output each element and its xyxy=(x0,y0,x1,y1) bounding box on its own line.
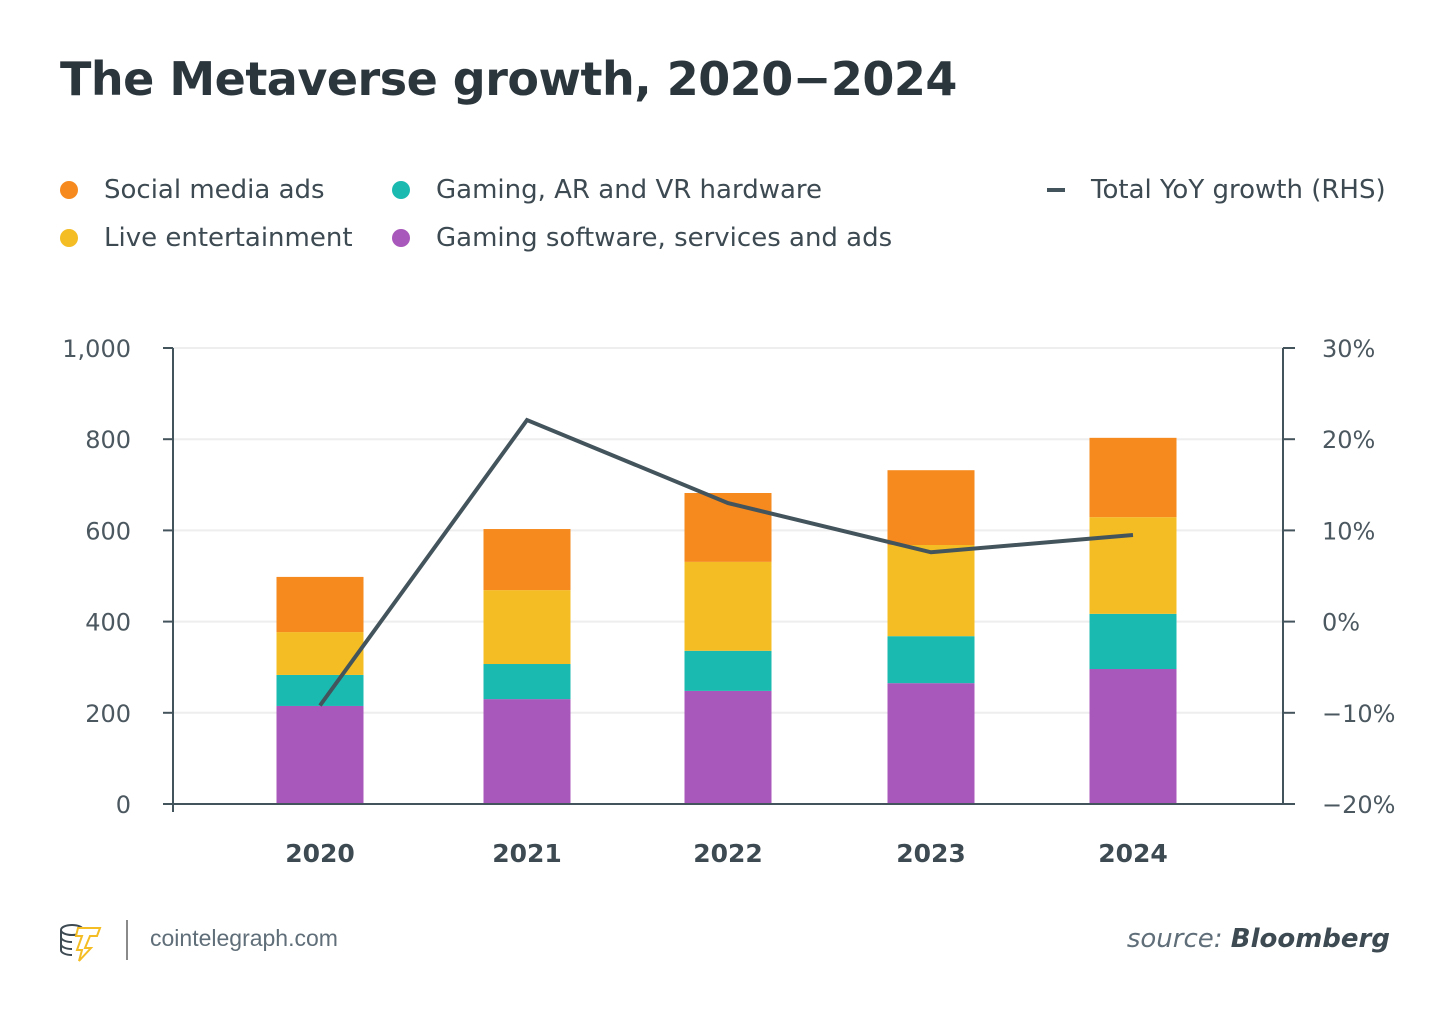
bar-segment xyxy=(483,699,571,804)
legend-yoy-growth: Total YoY growth (RHS) xyxy=(1047,175,1386,205)
y-tick-label: 800 xyxy=(85,426,131,454)
legend-dot-icon xyxy=(60,229,78,247)
footer-divider xyxy=(126,920,128,960)
legend-live-entertainment: Live entertainment xyxy=(60,223,353,253)
bar-segment xyxy=(276,705,364,804)
x-tick-label: 2022 xyxy=(693,839,763,868)
x-tick-label: 2023 xyxy=(896,839,966,868)
y-tick-label: 600 xyxy=(85,517,131,545)
bar-segment xyxy=(276,576,364,633)
legend-label: Gaming, AR and VR hardware xyxy=(436,175,823,205)
bar-segment xyxy=(887,636,975,684)
y-tick-label: 400 xyxy=(85,609,131,637)
y-tick-label: 200 xyxy=(85,700,131,728)
legend-dot-icon xyxy=(392,181,410,199)
y2-tick-label: −10% xyxy=(1322,700,1395,728)
y2-tick-label: 10% xyxy=(1322,517,1375,545)
legend-label: Social media ads xyxy=(104,175,325,205)
bar-segment xyxy=(887,683,975,804)
bar-segment xyxy=(887,470,975,545)
legend-dot-icon xyxy=(392,229,410,247)
legend-label: Live entertainment xyxy=(104,223,353,253)
legend-gaming-software: Gaming software, services and ads xyxy=(392,223,892,253)
footer-site: cointelegraph.com xyxy=(150,925,338,951)
x-tick-label: 2020 xyxy=(285,839,355,868)
bar-segment xyxy=(1089,517,1177,614)
y2-tick-label: −20% xyxy=(1322,791,1395,819)
legend-gaming-hardware: Gaming, AR and VR hardware xyxy=(392,175,822,205)
legend-label: Gaming software, services and ads xyxy=(436,223,893,253)
legend-social-media-ads: Social media ads xyxy=(60,175,325,205)
bar-segment xyxy=(483,529,571,591)
y-tick-label: 0 xyxy=(116,791,131,819)
x-tick-label: 2024 xyxy=(1098,839,1168,868)
legend-dot-icon xyxy=(60,181,78,199)
bar-segment xyxy=(1089,613,1177,670)
bar-segment xyxy=(684,690,772,804)
bar-segment xyxy=(276,674,364,706)
bar-segment xyxy=(483,664,571,700)
legend-line-icon xyxy=(1047,188,1065,192)
bar-segment xyxy=(1089,437,1177,518)
source-note: source: Bloomberg xyxy=(1127,924,1390,954)
y2-tick-label: 20% xyxy=(1322,426,1375,454)
bar-segment xyxy=(684,561,772,651)
bar-segment xyxy=(887,544,975,637)
bar-segment xyxy=(684,650,772,691)
bar-segment xyxy=(483,590,571,665)
bar-segment xyxy=(1089,669,1177,804)
source-prefix: source: xyxy=(1126,924,1223,954)
bar-segment xyxy=(276,632,364,675)
source-name: Bloomberg xyxy=(1230,924,1390,954)
y2-tick-label: 0% xyxy=(1322,609,1360,637)
x-tick-label: 2021 xyxy=(492,839,562,868)
y-tick-label: 1,000 xyxy=(62,335,131,363)
cointelegraph-logo-icon xyxy=(60,924,102,962)
chart-title: The Metaverse growth, 2020−2024 xyxy=(60,52,957,106)
legend-label: Total YoY growth (RHS) xyxy=(1091,175,1386,205)
y2-tick-label: 30% xyxy=(1322,335,1375,363)
